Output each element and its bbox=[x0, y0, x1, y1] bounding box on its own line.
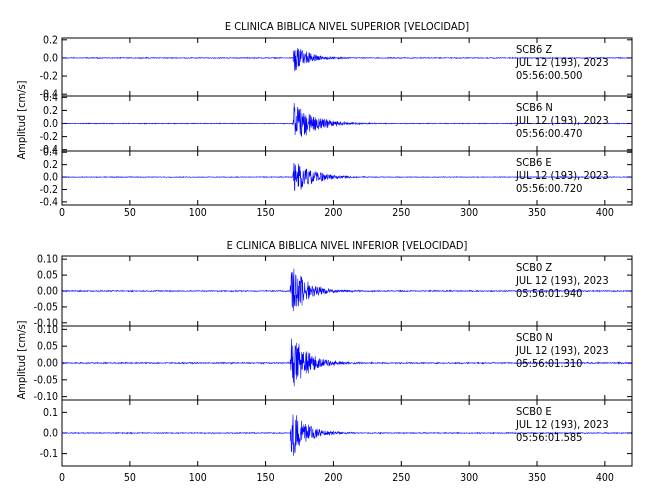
time-label: 05:56:00.500 bbox=[516, 69, 582, 82]
y-tick-label: 0.05 bbox=[37, 270, 58, 282]
y-tick-label: 0.0 bbox=[43, 52, 58, 64]
waveform-trace bbox=[61, 414, 633, 456]
station-label: SCB6 N bbox=[516, 101, 553, 114]
waveform-trace bbox=[61, 103, 633, 137]
y-tick-label: 0.00 bbox=[37, 358, 58, 370]
x-tick-label: 250 bbox=[392, 207, 410, 219]
date-label: JUL 12 (193), 2023 bbox=[515, 418, 609, 431]
time-label: 05:56:00.720 bbox=[516, 182, 582, 195]
panel-frame bbox=[61, 150, 633, 206]
x-tick-label: 350 bbox=[528, 207, 546, 219]
y-tick-label: 0.2 bbox=[43, 159, 58, 171]
date-label: JUL 12 (193), 2023 bbox=[515, 274, 609, 287]
y-tick-label: -0.2 bbox=[40, 184, 58, 196]
x-tick-label: 200 bbox=[324, 472, 342, 484]
time-label: 05:56:01.310 bbox=[516, 357, 582, 370]
date-label: JUL 12 (193), 2023 bbox=[515, 169, 609, 182]
x-tick-label: 150 bbox=[257, 207, 275, 219]
station-label: SCB0 Z bbox=[516, 261, 552, 274]
station-label: SCB6 Z bbox=[516, 43, 552, 56]
y-tick-label: 0.0 bbox=[43, 118, 58, 130]
waveform-trace bbox=[61, 47, 633, 71]
chart-superior: E CLINICA BIBLICA NIVEL SUPERIOR [VELOCI… bbox=[15, 20, 633, 219]
y-tick-label: -0.2 bbox=[40, 71, 58, 83]
time-label: 05:56:01.940 bbox=[516, 287, 582, 300]
y-tick-label: -0.05 bbox=[34, 374, 58, 386]
x-tick-label: 50 bbox=[124, 472, 136, 484]
y-tick-label: 0.0 bbox=[43, 428, 58, 440]
y-tick-label: -0.4 bbox=[40, 196, 58, 208]
x-tick-label: 250 bbox=[392, 472, 410, 484]
y-tick-label: 0.2 bbox=[43, 105, 58, 117]
x-tick-label: 100 bbox=[189, 207, 207, 219]
y-tick-label: 0.2 bbox=[43, 34, 58, 46]
waveform-trace bbox=[62, 162, 633, 191]
date-label: JUL 12 (193), 2023 bbox=[515, 344, 609, 357]
chart-title: E CLINICA BIBLICA NIVEL SUPERIOR [VELOCI… bbox=[225, 20, 469, 33]
y-tick-label: -0.4 bbox=[40, 89, 58, 101]
x-tick-label: 350 bbox=[528, 472, 546, 484]
chart-title: E CLINICA BIBLICA NIVEL INFERIOR [VELOCI… bbox=[227, 239, 468, 252]
date-label: JUL 12 (193), 2023 bbox=[515, 56, 609, 69]
date-label: JUL 12 (193), 2023 bbox=[515, 114, 609, 127]
y-tick-label: -0.2 bbox=[40, 131, 58, 143]
x-tick-label: 0 bbox=[59, 207, 65, 219]
y-tick-label: 0.0 bbox=[43, 172, 58, 184]
x-tick-label: 400 bbox=[596, 472, 614, 484]
y-tick-label: 0.00 bbox=[37, 286, 58, 298]
x-tick-label: 200 bbox=[324, 207, 342, 219]
time-label: 05:56:01.585 bbox=[516, 431, 582, 444]
y-tick-label: 0.4 bbox=[43, 92, 58, 104]
x-tick-label: 300 bbox=[460, 472, 478, 484]
y-tick-label: -0.05 bbox=[34, 301, 58, 313]
station-label: SCB6 E bbox=[516, 156, 552, 169]
chart-inferior: E CLINICA BIBLICA NIVEL INFERIOR [VELOCI… bbox=[15, 239, 633, 484]
x-tick-label: 400 bbox=[596, 207, 614, 219]
waveform-trace bbox=[61, 338, 633, 387]
y-axis-label: Amplitud [cm/s] bbox=[15, 320, 28, 399]
time-label: 05:56:00.470 bbox=[516, 127, 582, 140]
y-tick-label: 0.10 bbox=[37, 324, 58, 336]
x-tick-label: 100 bbox=[189, 472, 207, 484]
y-tick-label: 0.10 bbox=[37, 254, 58, 266]
x-tick-label: 50 bbox=[124, 207, 136, 219]
y-axis-label: Amplitud [cm/s] bbox=[15, 80, 28, 159]
y-tick-label: -0.4 bbox=[40, 144, 58, 156]
station-label: SCB0 N bbox=[516, 331, 553, 344]
y-tick-label: 0.4 bbox=[43, 147, 58, 159]
y-tick-label: 0.1 bbox=[43, 407, 58, 419]
y-tick-label: -0.1 bbox=[40, 448, 58, 460]
y-tick-label: -0.10 bbox=[34, 317, 58, 329]
waveform-trace bbox=[61, 268, 633, 312]
y-tick-label: -0.10 bbox=[34, 391, 58, 403]
x-tick-label: 300 bbox=[460, 207, 478, 219]
x-tick-label: 0 bbox=[59, 472, 65, 484]
station-label: SCB0 E bbox=[516, 405, 552, 418]
x-tick-label: 150 bbox=[257, 472, 275, 484]
y-tick-label: 0.05 bbox=[37, 341, 58, 353]
